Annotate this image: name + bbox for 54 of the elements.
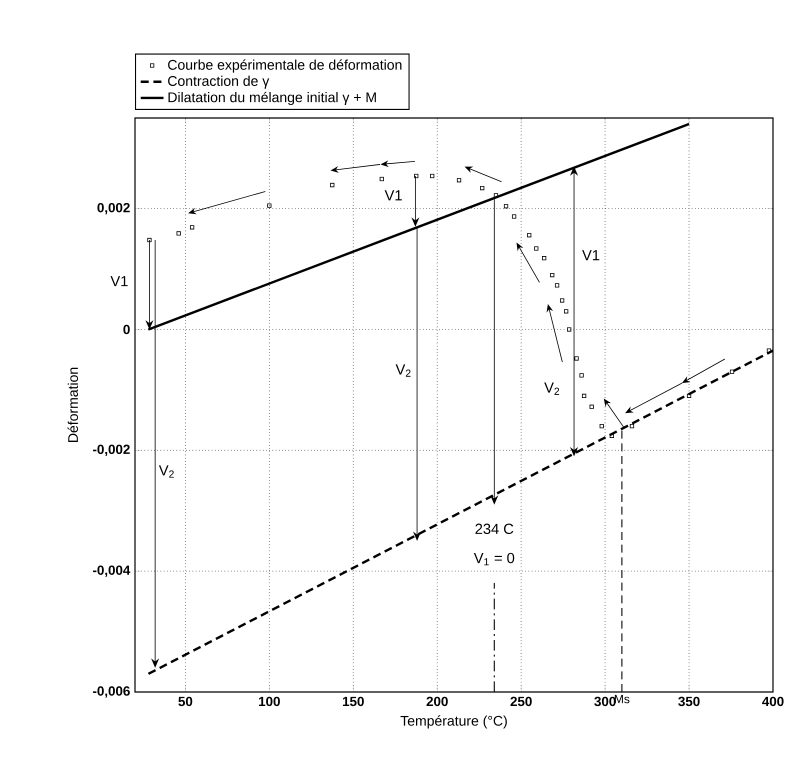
point — [176, 231, 181, 236]
annotation: V$_{2}$ — [396, 364, 411, 377]
point — [527, 233, 532, 238]
point — [582, 394, 586, 398]
annotation: 234 C — [475, 524, 514, 534]
point — [550, 272, 554, 278]
annotation: V$_{1}$ = 0 — [474, 552, 514, 566]
point — [542, 256, 546, 260]
legend-label: Courbe expérimentale de déformation — [168, 59, 402, 73]
text: V1 — [110, 276, 128, 286]
point — [564, 309, 568, 314]
point — [380, 176, 384, 182]
y-tick-label: -0,006 — [93, 686, 130, 698]
annotation: V1 — [384, 190, 402, 200]
x-axis-title: Température (°C) — [400, 715, 507, 729]
point — [267, 203, 272, 208]
legend-label: Dilatation du mélange initial γ + M — [168, 92, 376, 106]
annotation: V$_{2}$ — [158, 465, 174, 478]
x-tick-label: 100 — [259, 696, 280, 706]
x-tick-label: 150 — [342, 696, 364, 706]
point — [190, 225, 194, 230]
x-tick-label: 300 — [594, 696, 616, 706]
point — [330, 182, 334, 188]
x-tick-label: 250 — [510, 696, 532, 706]
point — [574, 356, 579, 361]
x-tick-label: 200 — [426, 696, 448, 706]
point — [560, 298, 564, 303]
annotation: V1 — [582, 250, 600, 260]
point — [512, 214, 516, 219]
point — [766, 348, 772, 353]
x-tick-label: 50 — [178, 696, 192, 706]
point — [456, 178, 462, 182]
y-tick-label: 0,002 — [97, 202, 130, 214]
annotation: V$_{2}$ — [544, 382, 560, 395]
point — [579, 373, 584, 378]
point — [554, 283, 560, 288]
point — [430, 174, 434, 178]
point — [480, 186, 484, 190]
point — [630, 424, 634, 428]
point — [590, 404, 594, 409]
x-tick-label: 350 — [678, 696, 700, 706]
ref-line-label: Ms — [614, 694, 630, 704]
y-tick-label: 0 — [123, 324, 130, 334]
point — [600, 424, 604, 428]
point — [730, 370, 734, 374]
y-tick-label: -0,004 — [93, 565, 130, 577]
point — [686, 394, 692, 398]
x-tick-label: 400 — [762, 696, 784, 706]
point — [534, 246, 538, 251]
y-axis-title: Déformation — [68, 368, 78, 442]
y-tick-label: -0,002 — [93, 444, 130, 456]
point — [567, 327, 572, 332]
legend-label: Contraction de γ — [168, 76, 270, 89]
point — [504, 204, 508, 208]
